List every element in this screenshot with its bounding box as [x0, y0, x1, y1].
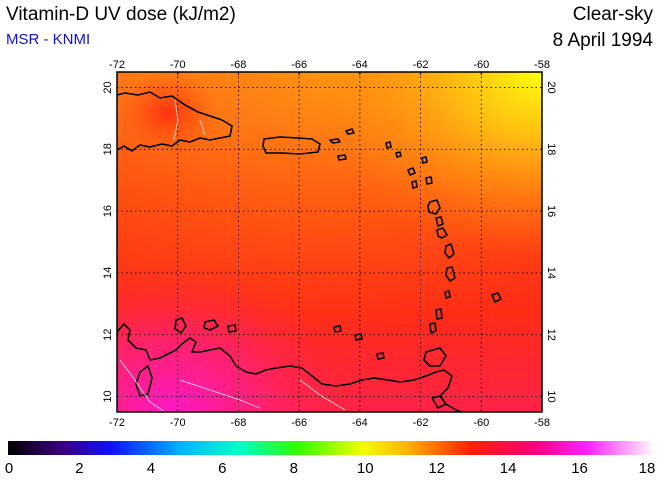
lat-tick-label: 20 [545, 81, 557, 93]
sky-condition: Clear-sky [572, 4, 653, 25]
coastlines [117, 91, 502, 412]
country-borders [119, 99, 346, 412]
lat-tick-label: 12 [102, 329, 114, 341]
map-title: Vitamin-D UV dose (kJ/m2) [6, 4, 236, 25]
colorbar-tick-label: 8 [289, 460, 298, 477]
map-source: MSR - KNMI [6, 31, 91, 48]
colorbar-tick-label: 6 [218, 460, 227, 477]
lon-tick-label: -64 [352, 417, 368, 429]
colorbar-tick-label: 12 [428, 460, 445, 477]
lon-ticks-bottom: -72 -70 -68 -66 -64 -62 -60 -58 [109, 417, 550, 429]
lat-tick-label: 10 [102, 390, 114, 402]
lon-tick-label: -72 [109, 417, 125, 429]
lat-tick-label: 18 [102, 143, 114, 155]
south-america-coast [117, 323, 463, 412]
lon-tick-label: -60 [473, 59, 489, 71]
lat-tick-label: 10 [545, 390, 557, 402]
lon-tick-label: -68 [230, 417, 246, 429]
colorbar [8, 441, 651, 455]
lon-tick-label: -60 [473, 417, 489, 429]
colorbar-tick-label: 10 [356, 460, 374, 477]
lat-tick-label: 16 [545, 205, 557, 217]
lon-tick-label: -72 [109, 59, 125, 71]
lon-tick-label: -66 [291, 417, 307, 429]
lon-ticks-top: -72 -70 -68 -66 -64 -62 -60 -58 [109, 59, 550, 75]
lon-tick-label: -62 [413, 59, 429, 71]
lon-tick-label: -62 [413, 417, 429, 429]
colorbar-tick-label: 2 [75, 460, 84, 477]
lon-tick-label: -58 [534, 59, 550, 71]
colorbar-tick-label: 14 [499, 460, 517, 477]
uv-dose-field [117, 72, 542, 412]
lat-tick-label: 18 [545, 143, 557, 155]
lat-ticks-right: 10 12 14 16 18 20 [545, 81, 557, 402]
lat-tick-label: 14 [545, 267, 557, 279]
lon-tick-label: -70 [170, 417, 186, 429]
map-date: 8 April 1994 [552, 30, 653, 51]
map-frame [116, 71, 543, 413]
lat-tick-label: 16 [102, 205, 114, 217]
lon-tick-label: -70 [170, 59, 186, 71]
lon-tick-label: -68 [230, 59, 246, 71]
lat-lon-grid [117, 72, 542, 412]
colorbar-tick-label: 16 [571, 460, 588, 477]
lat-tick-label: 20 [102, 81, 114, 93]
puerto-rico-coast [262, 136, 321, 155]
colorbar-tick-label: 18 [638, 460, 656, 477]
colorbar-tick-label: 4 [146, 460, 156, 477]
lon-tick-label: -66 [291, 59, 307, 71]
lon-tick-label: -64 [352, 59, 368, 71]
colorbar-tick-label: 0 [4, 460, 14, 477]
lat-tick-label: 12 [545, 329, 557, 341]
hispaniola-coast [117, 91, 233, 152]
lat-tick-label: 14 [102, 267, 114, 279]
lon-tick-label: -58 [534, 417, 550, 429]
lat-ticks-left: 10 12 14 16 18 20 [102, 81, 114, 402]
